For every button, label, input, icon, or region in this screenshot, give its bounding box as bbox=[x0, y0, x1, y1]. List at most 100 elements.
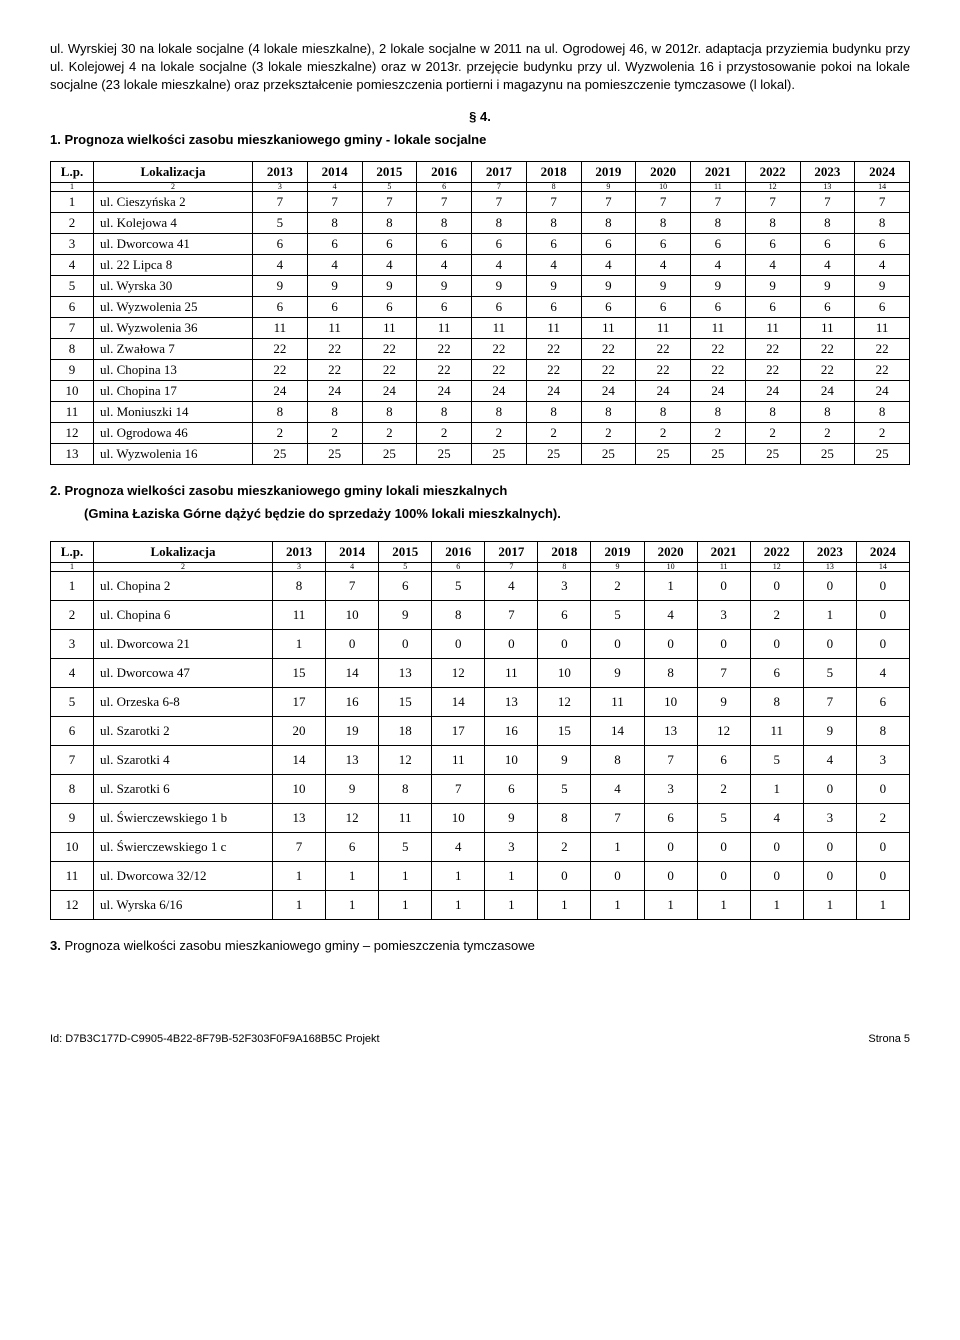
cell-value: 1 bbox=[697, 891, 750, 920]
cell-value: 25 bbox=[307, 443, 362, 464]
cell-value: 4 bbox=[800, 254, 855, 275]
cell-lokalizacja: ul. Moniuszki 14 bbox=[94, 401, 253, 422]
cell-value: 22 bbox=[362, 359, 417, 380]
cell-value: 2 bbox=[691, 422, 746, 443]
cell-lp: 6 bbox=[51, 296, 94, 317]
cell-value: 8 bbox=[472, 401, 527, 422]
footer-page: Strona 5 bbox=[868, 1033, 910, 1045]
cell-value: 10 bbox=[432, 804, 485, 833]
cell-value: 7 bbox=[745, 191, 800, 212]
cell-value: 10 bbox=[273, 775, 326, 804]
cell-value: 1 bbox=[379, 891, 432, 920]
cell-value: 24 bbox=[581, 380, 636, 401]
col-year: 2014 bbox=[307, 161, 362, 182]
table-mieszkalne: L.p. Lokalizacja 2013 2014 2015 2016 201… bbox=[50, 541, 910, 920]
cell-value: 0 bbox=[644, 630, 697, 659]
cell-value: 0 bbox=[856, 833, 909, 862]
cell-value: 2 bbox=[856, 804, 909, 833]
table-row: 6ul. Wyzwolenia 25666666666666 bbox=[51, 296, 910, 317]
cell-value: 25 bbox=[745, 443, 800, 464]
table-row: 1ul. Chopina 2876543210000 bbox=[51, 572, 910, 601]
table-row: 8ul. Szarotki 61098765432100 bbox=[51, 775, 910, 804]
cell-value: 24 bbox=[855, 380, 910, 401]
cell-value: 6 bbox=[636, 233, 691, 254]
cell-value: 11 bbox=[800, 317, 855, 338]
cell-value: 7 bbox=[800, 191, 855, 212]
cell-value: 6 bbox=[581, 233, 636, 254]
cell-value: 8 bbox=[432, 601, 485, 630]
cell-value: 11 bbox=[273, 601, 326, 630]
cell-lp: 6 bbox=[51, 717, 94, 746]
cell-value: 10 bbox=[538, 659, 591, 688]
cell-value: 2 bbox=[472, 422, 527, 443]
idx: 12 bbox=[745, 182, 800, 191]
cell-value: 9 bbox=[417, 275, 472, 296]
cell-value: 8 bbox=[417, 401, 472, 422]
col-year: 2013 bbox=[273, 542, 326, 563]
cell-value: 6 bbox=[697, 746, 750, 775]
cell-value: 9 bbox=[307, 275, 362, 296]
cell-value: 8 bbox=[362, 212, 417, 233]
cell-value: 9 bbox=[855, 275, 910, 296]
cell-value: 0 bbox=[697, 630, 750, 659]
cell-value: 25 bbox=[253, 443, 308, 464]
cell-value: 24 bbox=[472, 380, 527, 401]
cell-lp: 8 bbox=[51, 338, 94, 359]
cell-value: 4 bbox=[432, 833, 485, 862]
cell-value: 5 bbox=[432, 572, 485, 601]
cell-value: 22 bbox=[253, 359, 308, 380]
cell-value: 6 bbox=[644, 804, 697, 833]
cell-value: 7 bbox=[697, 659, 750, 688]
cell-value: 3 bbox=[644, 775, 697, 804]
cell-value: 3 bbox=[697, 601, 750, 630]
cell-value: 15 bbox=[379, 688, 432, 717]
cell-value: 4 bbox=[591, 775, 644, 804]
cell-value: 1 bbox=[326, 891, 379, 920]
cell-value: 0 bbox=[856, 775, 909, 804]
cell-value: 12 bbox=[697, 717, 750, 746]
table-index-row: 1 2 3 4 5 6 7 8 9 10 11 12 13 14 bbox=[51, 563, 910, 572]
cell-value: 9 bbox=[745, 275, 800, 296]
cell-value: 6 bbox=[745, 233, 800, 254]
cell-value: 9 bbox=[697, 688, 750, 717]
cell-value: 15 bbox=[273, 659, 326, 688]
cell-value: 4 bbox=[485, 572, 538, 601]
cell-value: 17 bbox=[432, 717, 485, 746]
section-number: § 4. bbox=[50, 109, 910, 124]
cell-value: 8 bbox=[538, 804, 591, 833]
cell-value: 9 bbox=[379, 601, 432, 630]
cell-value: 11 bbox=[379, 804, 432, 833]
cell-value: 4 bbox=[750, 804, 803, 833]
cell-value: 4 bbox=[856, 659, 909, 688]
cell-value: 11 bbox=[485, 659, 538, 688]
cell-value: 11 bbox=[691, 317, 746, 338]
cell-value: 17 bbox=[273, 688, 326, 717]
cell-value: 10 bbox=[644, 688, 697, 717]
cell-value: 11 bbox=[750, 717, 803, 746]
cell-value: 22 bbox=[472, 338, 527, 359]
cell-value: 1 bbox=[803, 601, 856, 630]
cell-value: 13 bbox=[485, 688, 538, 717]
cell-value: 22 bbox=[472, 359, 527, 380]
idx: 6 bbox=[417, 182, 472, 191]
cell-value: 6 bbox=[750, 659, 803, 688]
cell-value: 4 bbox=[855, 254, 910, 275]
cell-value: 6 bbox=[800, 296, 855, 317]
cell-value: 6 bbox=[485, 775, 538, 804]
cell-value: 22 bbox=[362, 338, 417, 359]
col-year: 2017 bbox=[485, 542, 538, 563]
col-year: 2014 bbox=[326, 542, 379, 563]
cell-value: 1 bbox=[644, 572, 697, 601]
cell-lokalizacja: ul. Szarotki 6 bbox=[94, 775, 273, 804]
cell-value: 9 bbox=[591, 659, 644, 688]
cell-value: 22 bbox=[417, 338, 472, 359]
col-year: 2023 bbox=[800, 161, 855, 182]
cell-value: 2 bbox=[362, 422, 417, 443]
col-year: 2015 bbox=[362, 161, 417, 182]
cell-value: 0 bbox=[591, 862, 644, 891]
cell-value: 7 bbox=[591, 804, 644, 833]
cell-value: 13 bbox=[644, 717, 697, 746]
cell-lokalizacja: ul. Świerczewskiego 1 b bbox=[94, 804, 273, 833]
cell-value: 24 bbox=[745, 380, 800, 401]
table-row: 6ul. Szarotki 22019181716151413121198 bbox=[51, 717, 910, 746]
